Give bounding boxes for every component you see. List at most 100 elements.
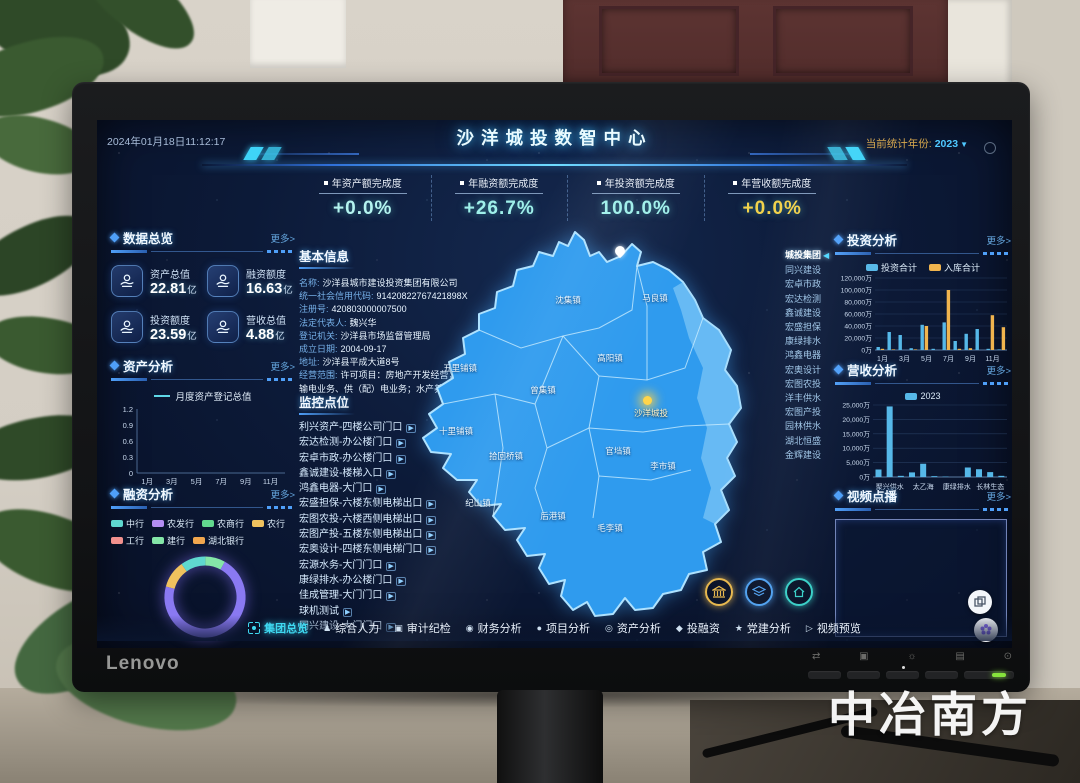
info-value: 2004-09-17 <box>340 344 387 355</box>
monitor-point-item[interactable]: 鸿鑫电器-大门口 ▶ <box>299 482 509 497</box>
more-link[interactable]: 更多> <box>986 235 1011 247</box>
company-item[interactable]: 洋丰供水 <box>785 391 835 405</box>
company-item[interactable]: 宏盛担保 <box>785 320 835 334</box>
company-item[interactable]: 金辉建设 <box>785 448 835 462</box>
panel-title: 视频点播 <box>847 490 898 504</box>
legend-chip <box>252 520 265 527</box>
home-icon[interactable] <box>785 578 813 606</box>
nav-item-党建分析[interactable]: ★ 党建分析 <box>735 620 791 636</box>
play-icon[interactable]: ▶ <box>426 515 436 525</box>
info-value: 沙洋县平成大道8号 <box>322 357 400 368</box>
monitor-point-label: 鸿鑫电器-大门口 <box>299 483 373 495</box>
monitor-point-item[interactable]: 宏卓市政-办公楼门口 ▶ <box>299 452 509 467</box>
company-label: 鸿鑫电器 <box>785 350 822 361</box>
info-row: 地址: 沙洋县平成大道8号 <box>299 356 509 369</box>
company-label: 鑫诚建设 <box>785 307 822 318</box>
kpi-value: +26.7% <box>463 198 535 219</box>
more-link[interactable]: 更多> <box>270 361 295 373</box>
monitor-point-item[interactable]: 康绿排水-办公楼门口 ▶ <box>299 574 509 589</box>
more-link[interactable]: 更多> <box>986 365 1011 377</box>
control-glyph-icon: ▤ <box>955 651 965 662</box>
play-icon[interactable]: ▶ <box>406 424 416 433</box>
section-title: 监控点位 <box>299 396 350 410</box>
nav-item-审计纪检[interactable]: ▣ 审计纪检 <box>394 620 451 636</box>
play-icon[interactable]: ▶ <box>426 546 436 556</box>
monitor-point-item[interactable]: 宏盛担保-六楼东侧电梯出口 ▶ <box>299 497 509 512</box>
nav-item-综合人力[interactable]: ♟ 综合人力 <box>323 620 379 636</box>
nav-label: 投融资 <box>686 623 720 635</box>
year-selector[interactable]: 当前统计年份: 2023 ▼ <box>866 136 968 151</box>
asset-line-chart: 1.2 0.9 0.6 0.3 0 1月 3月 5月 7月 9月 11月 <box>123 405 285 486</box>
monitor-point-item[interactable]: 宏奥设计-四楼东侧电梯门口 ▶ <box>299 543 509 558</box>
monitor-control-buttons[interactable] <box>808 666 1015 679</box>
company-item[interactable]: 城投集团 ◀ <box>785 248 835 263</box>
company-item[interactable]: 康绿排水 <box>785 334 835 348</box>
monitor-button[interactable] <box>963 671 1015 679</box>
company-label: 同兴建设 <box>785 265 822 276</box>
monitor-button[interactable] <box>846 671 880 679</box>
nav-item-视频预览[interactable]: ▷ 视频预览 <box>806 620 861 636</box>
monitor-point-item[interactable]: 球机测试 ▶ <box>299 605 509 620</box>
play-icon[interactable]: ▶ <box>396 454 406 464</box>
bank-icon[interactable] <box>705 578 733 606</box>
play-icon[interactable]: ▶ <box>426 500 436 510</box>
company-item[interactable]: 鑫诚建设 <box>785 306 835 320</box>
monitor-button[interactable] <box>924 671 958 679</box>
play-icon[interactable]: ▶ <box>376 485 386 495</box>
monitor-point-item[interactable]: 宏图农投-六楼西侧电梯出口 ▶ <box>299 513 509 528</box>
company-item[interactable]: 宏图产投 <box>785 405 835 419</box>
company-item[interactable]: 同兴建设 <box>785 263 835 277</box>
monitor-button[interactable] <box>808 671 841 679</box>
info-row: 注册号: 420803000007500 <box>299 303 509 316</box>
play-icon[interactable]: ▶ <box>386 469 396 479</box>
company-item[interactable]: 鸿鑫电器 <box>785 348 835 362</box>
nav-item-集团总览[interactable]: 集团总览 <box>248 620 308 636</box>
chevron-down-icon[interactable]: ▼ <box>960 140 968 149</box>
svg-text:20,000万: 20,000万 <box>844 335 872 343</box>
monitor-button[interactable] <box>885 666 919 679</box>
monitor-point-item[interactable]: 鑫诚建设-楼梯入口 ▶ <box>299 467 509 482</box>
monitor-point-label: 球机测试 <box>299 605 339 617</box>
settings-icon[interactable] <box>984 142 996 154</box>
nav-item-投融资[interactable]: ◆ 投融资 <box>676 620 720 636</box>
company-item[interactable]: 宏达检测 <box>785 292 835 306</box>
layers-icon[interactable] <box>745 578 773 606</box>
monitor-point-item[interactable]: 宏图产投-五楼东侧电梯出口 ▶ <box>299 528 509 543</box>
company-item[interactable]: 湖北恒盛 <box>785 434 835 448</box>
company-item[interactable]: 宏图农投 <box>785 377 835 391</box>
nav-item-项目分析[interactable]: ● 项目分析 <box>537 620 590 636</box>
monitor-point-item[interactable]: 宏达检测-办公楼门口 ▶ <box>299 436 509 451</box>
more-link[interactable]: 更多> <box>986 491 1011 503</box>
dashboard-screen: 2024年01月18日11:12:17 沙洋城投数智中心 当前统计年份: 2023… <box>97 120 1012 648</box>
county-map[interactable]: 沈集镇 马良镇 高阳镇 五里铺镇 曾集镇 官垱镇 十里铺镇 拾回桥镇 纪山镇 后港镇 毛李镇 李市镇 … <box>385 218 793 620</box>
company-item[interactable]: 宏卓市政 <box>785 277 835 291</box>
company-item[interactable]: 宏奥设计 <box>785 363 835 377</box>
monitor-point-item[interactable]: 佳成管理-大门门口 ▶ <box>299 589 509 604</box>
nav-item-资产分析[interactable]: ◎ 资产分析 <box>605 620 661 636</box>
more-link[interactable]: 更多> <box>270 489 295 501</box>
legend-item: 投资合计 <box>865 261 917 274</box>
play-icon[interactable]: ▶ <box>396 439 406 449</box>
year-value[interactable]: 2023 <box>934 138 959 150</box>
play-icon[interactable]: ▶ <box>426 531 436 541</box>
monitor-point-item[interactable]: 宏源水务-大门门口 ▶ <box>299 559 509 574</box>
window-switch-button[interactable] <box>968 590 992 614</box>
play-icon[interactable]: ▶ <box>386 592 396 602</box>
play-icon[interactable]: ▶ <box>343 607 353 617</box>
monitor-point-item[interactable]: 利兴资产-四楼公司门口 ▶ <box>299 421 509 436</box>
monitor-point-label: 宏盛担保-六楼东侧电梯出口 <box>299 498 423 510</box>
play-icon[interactable]: ▶ <box>396 576 406 586</box>
hq-marker-icon[interactable] <box>643 396 652 405</box>
nav-item-财务分析[interactable]: ◉ 财务分析 <box>466 620 522 636</box>
card-label: 融资额度 <box>246 269 286 281</box>
more-link[interactable]: 更多> <box>270 233 295 245</box>
legend-label: 建行 <box>167 536 186 546</box>
info-row: 经营范围: 许可项目：房地产开发经营；发电业务、输电业务、供（配）电业务；水产养殖… <box>299 369 509 395</box>
company-item[interactable]: 园林供水 <box>785 419 835 433</box>
overview-card: 资产总值 22.81亿 <box>111 265 199 297</box>
panel-icon <box>833 490 844 501</box>
card-unit: 亿 <box>187 284 197 296</box>
play-icon[interactable]: ▶ <box>386 561 396 571</box>
nav-icon: ▣ <box>394 622 403 633</box>
card-label: 投资额度 <box>150 315 190 327</box>
